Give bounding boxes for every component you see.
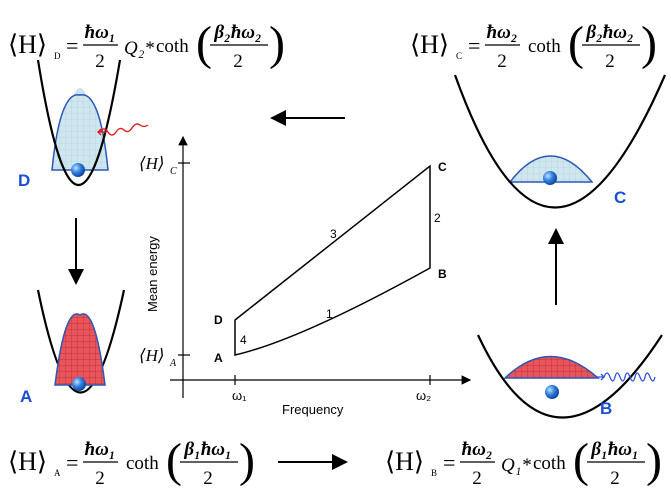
eq-lhs: ⟨H⟩	[410, 30, 449, 59]
eq-denominator: 2	[95, 468, 105, 489]
eq-denominator: 2	[472, 468, 482, 489]
particle	[543, 171, 557, 185]
y-tick-label: ⟨H⟩	[139, 154, 165, 173]
paren: (	[166, 434, 182, 487]
eq-arg-numerator: β₂ħω₂	[213, 22, 261, 43]
y-tick-label: ⟨H⟩	[139, 346, 165, 365]
eq-arg-denominator: 2	[610, 468, 620, 489]
eq-arg-denominator: 2	[203, 468, 213, 489]
eq-function: coth	[156, 36, 189, 57]
point-label: A	[214, 351, 223, 365]
eq-function: coth	[126, 453, 159, 474]
stroke-label: 1	[326, 307, 333, 321]
point-label: B	[438, 267, 447, 281]
paren: (	[196, 17, 212, 70]
x-tick-label: ω₁	[232, 388, 247, 403]
point-label: C	[438, 160, 447, 174]
eq-arg-denominator: 2	[605, 51, 615, 72]
paren: )	[239, 434, 255, 487]
eq-factor: Q₁*	[501, 455, 531, 476]
eq-lhs: ⟨H⟩	[385, 447, 424, 476]
eq-equals: =	[468, 33, 480, 58]
stroke-label: 3	[330, 227, 337, 241]
eq-subscript: C	[456, 51, 462, 61]
stroke-label: 2	[434, 211, 441, 225]
eq-factor: Q₂*	[124, 38, 154, 59]
eq-arg-numerator: β₁ħω₁	[183, 439, 231, 460]
eq-arg-denominator: 2	[233, 51, 243, 72]
eq-arg-numerator: β₂ħω₂	[585, 22, 633, 43]
state-label: C	[614, 188, 626, 207]
cycle-path	[235, 166, 430, 355]
paren: (	[573, 434, 589, 487]
potential-well	[455, 75, 665, 208]
eq-numerator: ħω₁	[85, 22, 116, 43]
eq-equals: =	[66, 450, 78, 475]
particle	[72, 377, 86, 391]
eq-arg-numerator: β₁ħω₁	[590, 439, 638, 460]
eq-denominator: 2	[497, 51, 507, 72]
particle	[545, 385, 559, 399]
y-tick-subscript: C	[170, 166, 177, 177]
eq-subscript: D	[54, 51, 61, 61]
eq-lhs: ⟨H⟩	[8, 30, 47, 59]
eq-subscript: A	[54, 468, 61, 478]
state-label: B	[600, 399, 612, 418]
diagram: D C A B ω₁ ω₂ Frequency Mean energy C B …	[0, 0, 671, 500]
distribution	[505, 357, 598, 379]
point-label: D	[214, 313, 223, 327]
eq-subscript: B	[431, 468, 437, 478]
eq-function: coth	[533, 453, 566, 474]
particle	[71, 163, 85, 177]
x-tick-label: ω₂	[416, 388, 431, 403]
eq-denominator: 2	[95, 51, 105, 72]
paren: )	[646, 434, 662, 487]
y-tick-subscript: A	[169, 358, 177, 369]
state-label: D	[18, 171, 30, 190]
paren: )	[641, 17, 657, 70]
eq-numerator: ħω₂	[462, 439, 493, 460]
eq-equals: =	[443, 450, 455, 475]
x-axis-label: Frequency	[282, 402, 344, 417]
eq-equals: =	[66, 33, 78, 58]
eq-lhs: ⟨H⟩	[8, 447, 47, 476]
paren: )	[269, 17, 285, 70]
photon-arrow	[596, 374, 604, 380]
eq-numerator: ħω₂	[487, 22, 518, 43]
eq-function: coth	[528, 36, 561, 57]
y-axis-label: Mean energy	[145, 236, 160, 312]
stroke-label: 4	[240, 333, 247, 347]
paren: (	[568, 17, 584, 70]
distribution	[55, 314, 105, 385]
eq-numerator: ħω₁	[85, 439, 116, 460]
state-label: A	[20, 387, 32, 406]
